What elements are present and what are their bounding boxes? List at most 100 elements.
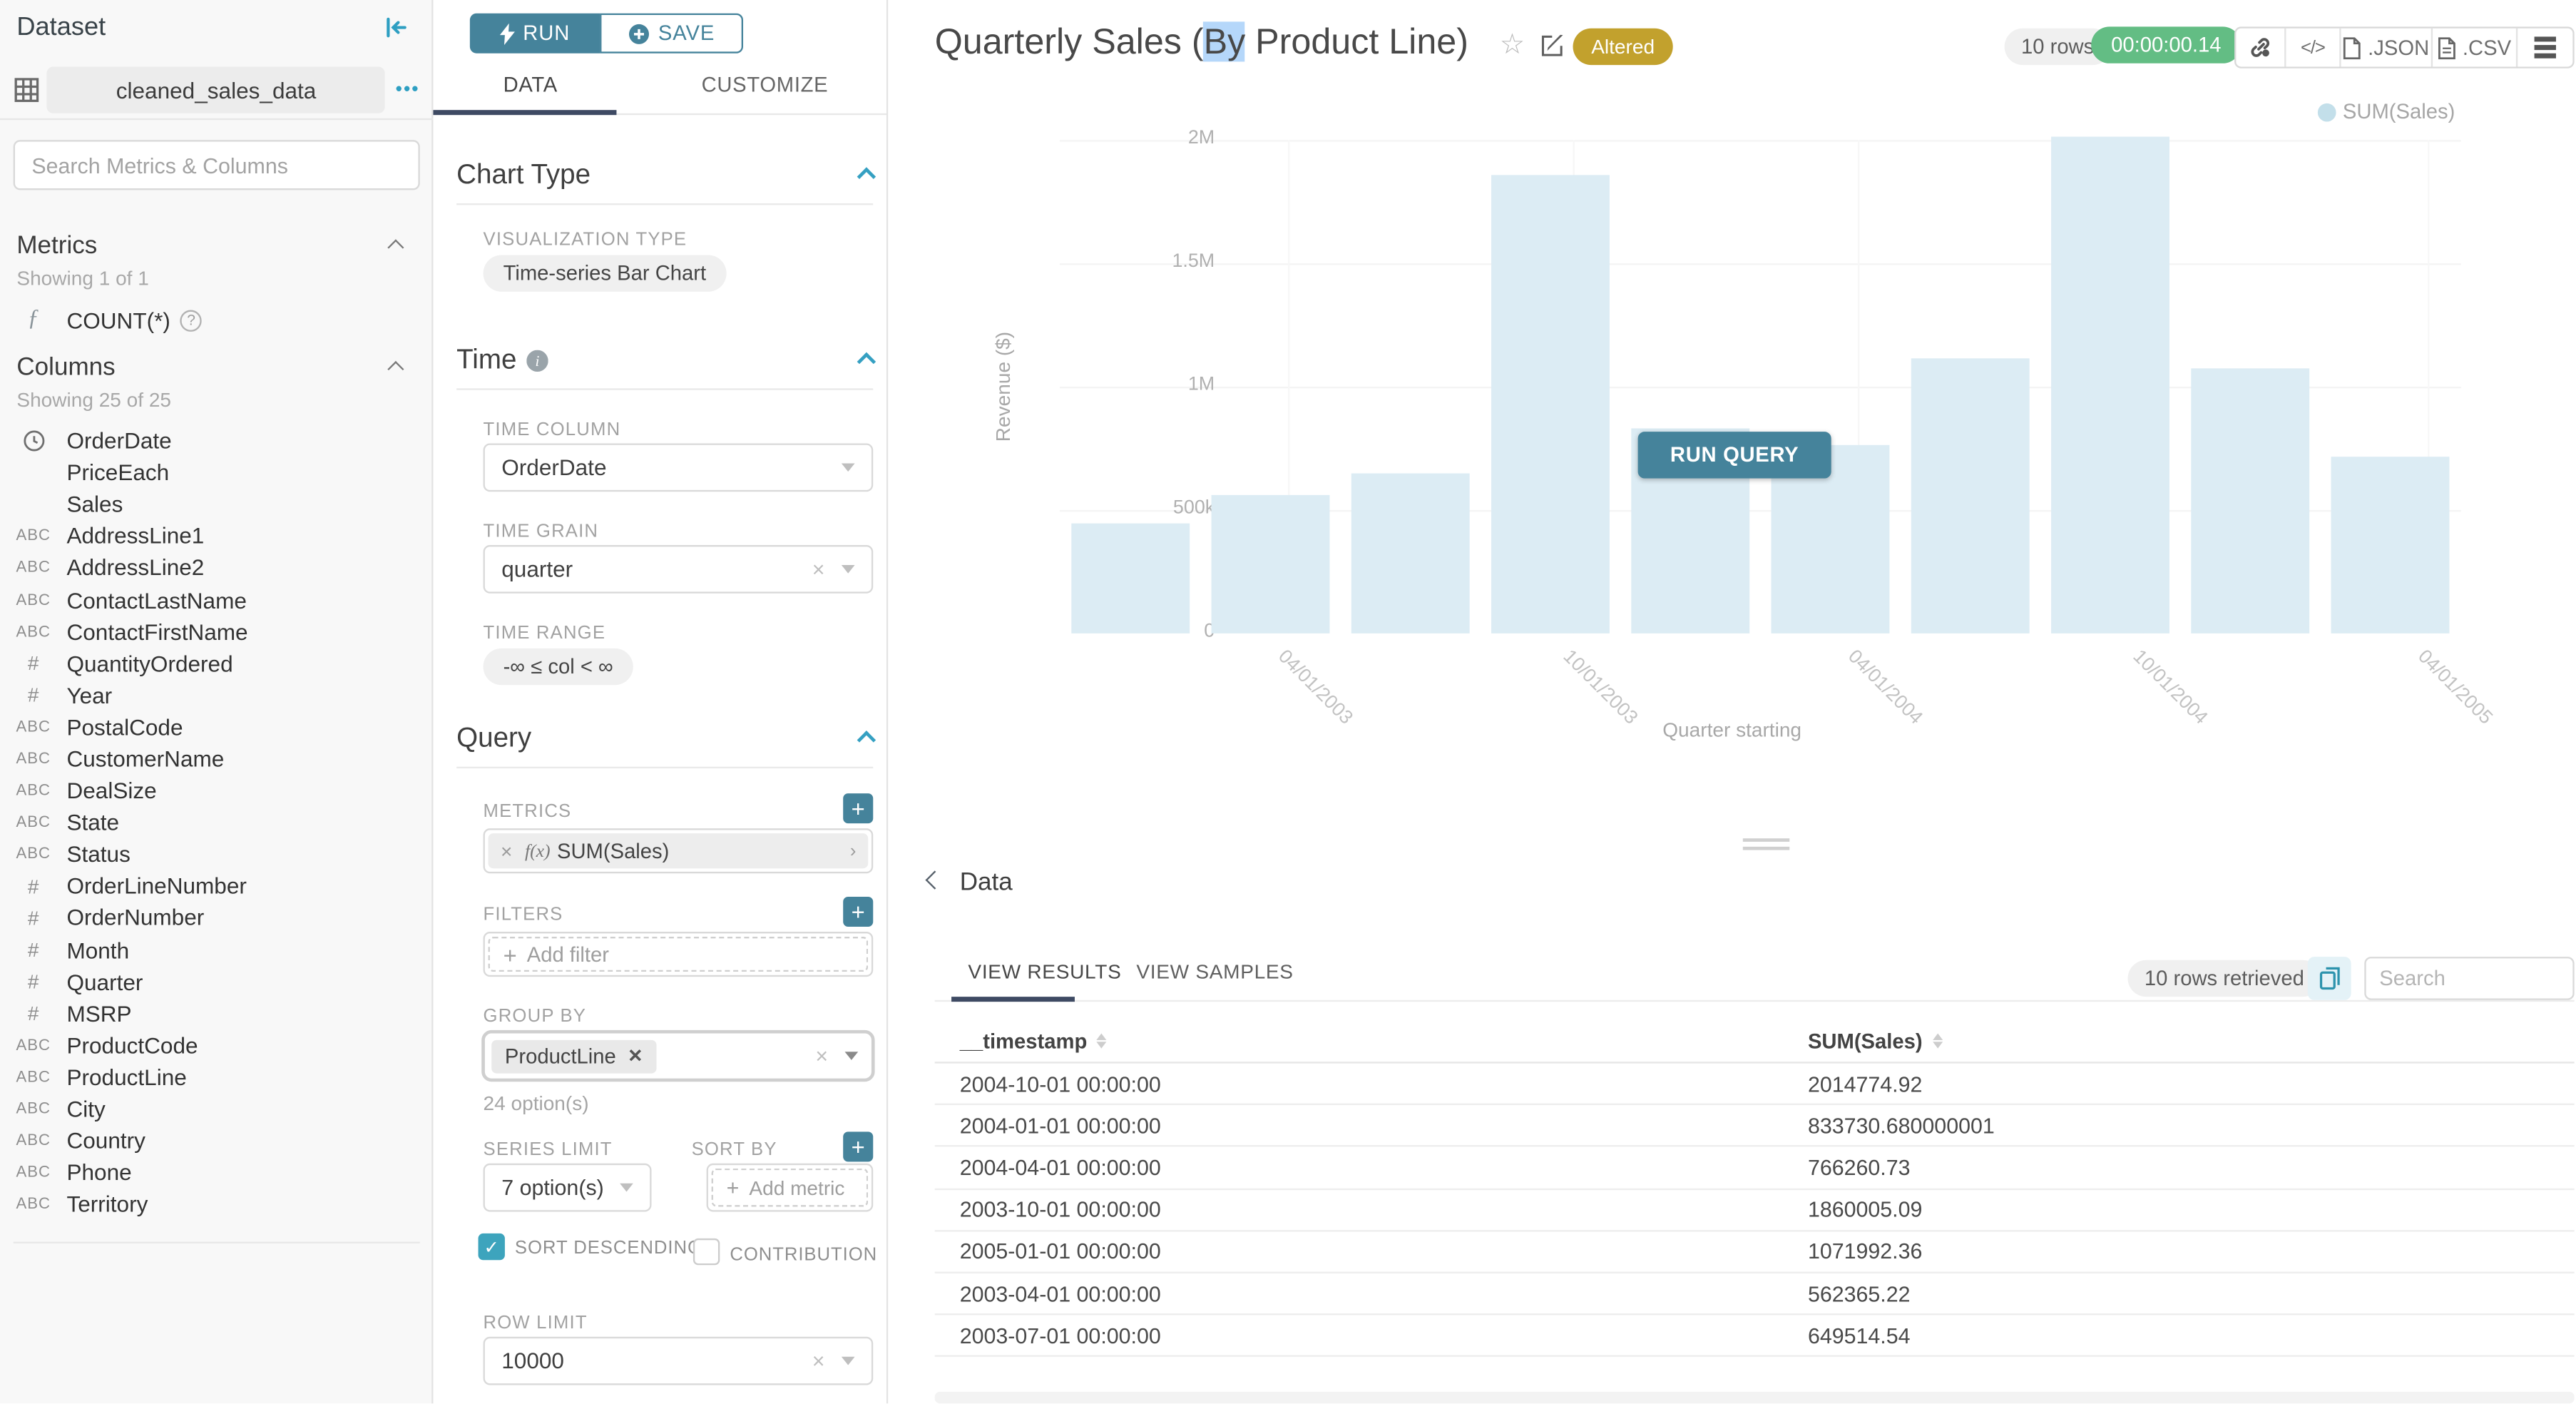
column-list-item[interactable]: # QuantityOrdered: [0, 648, 433, 680]
remove-metric-icon[interactable]: ×: [501, 839, 513, 863]
column-list-item[interactable]: ABC Country: [0, 1125, 433, 1157]
group-by-value-pill[interactable]: ProductLine ✕: [491, 1039, 657, 1073]
column-header-timestamp[interactable]: __timestamp: [935, 1029, 1803, 1052]
column-list-item[interactable]: ABC Phone: [0, 1157, 433, 1189]
bar-chart-plot-area[interactable]: 0 500k 1M 1.5M 2M 04/01/2003 10/01/2003 04/01/2…: [1059, 128, 2495, 728]
search-metrics-columns-input[interactable]: [13, 140, 420, 190]
column-list-item[interactable]: # Quarter: [0, 966, 433, 998]
column-list-item[interactable]: ABC Status: [0, 839, 433, 871]
column-list-item[interactable]: ABC ContactLastName: [0, 584, 433, 616]
filters-control: + Add filter: [483, 932, 874, 977]
row-limit-select[interactable]: 10000 ×: [483, 1336, 874, 1385]
metric-pill[interactable]: × f(x) SUM(Sales) ›: [488, 833, 869, 869]
collapse-panel-icon[interactable]: [383, 15, 408, 40]
sort-descending-checkbox[interactable]: ✓: [478, 1233, 505, 1261]
visualization-type-pill[interactable]: Time-series Bar Chart: [483, 255, 727, 292]
legend-item[interactable]: SUM(Sales): [2317, 100, 2455, 123]
metric-list-item[interactable]: ƒ COUNT(*) ?: [0, 303, 420, 337]
add-filter-dropzone[interactable]: + Add filter: [488, 937, 869, 972]
column-list-item[interactable]: Sales: [0, 489, 433, 521]
column-list-item[interactable]: ABC AddressLine2: [0, 552, 433, 584]
save-button[interactable]: SAVE: [600, 13, 744, 54]
add-filter-button[interactable]: +: [843, 896, 874, 927]
group-by-label: GROUP BY: [483, 1007, 587, 1027]
run-button[interactable]: RUN: [469, 13, 600, 54]
column-label: Territory: [66, 1192, 148, 1218]
column-list-item[interactable]: ABC ContactFirstName: [0, 616, 433, 648]
column-list-item[interactable]: # MSRP: [0, 998, 433, 1030]
column-list-item[interactable]: # Month: [0, 935, 433, 967]
time-grain-select[interactable]: quarter ×: [483, 544, 874, 594]
contribution-checkbox[interactable]: [692, 1238, 720, 1266]
time-range-pill[interactable]: -∞ ≤ col < ∞: [483, 648, 633, 686]
column-list-item[interactable]: # OrderLineNumber: [0, 870, 433, 902]
dataset-more-icon[interactable]: •••: [395, 80, 420, 101]
row-limit-label: ROW LIMIT: [483, 1313, 588, 1334]
table-row: 2004-04-01 00:00:00 766260.73: [934, 1147, 2575, 1190]
column-list-item[interactable]: OrderDate: [0, 425, 433, 457]
add-sort-metric-button[interactable]: +: [843, 1131, 874, 1162]
column-list-item[interactable]: ABC City: [0, 1094, 433, 1126]
tab-view-samples[interactable]: VIEW SAMPLES: [1136, 960, 1294, 984]
columns-collapse-icon[interactable]: [387, 360, 404, 378]
column-list-item[interactable]: ABC CustomerName: [0, 743, 433, 775]
cell-sum-sales: 833730.680000001: [1807, 1113, 1995, 1139]
clear-icon[interactable]: ×: [812, 1348, 825, 1374]
column-label: OrderDate: [66, 428, 172, 454]
view-query-button[interactable]: </>: [2286, 28, 2341, 67]
clear-icon[interactable]: ×: [812, 556, 825, 582]
sort-icon[interactable]: [1097, 1033, 1108, 1049]
numeric-type-icon: #: [27, 906, 39, 930]
help-icon[interactable]: ?: [180, 309, 203, 331]
column-list-item[interactable]: ABC ProductLine: [0, 1062, 433, 1094]
tab-view-results[interactable]: VIEW RESULTS: [968, 960, 1122, 984]
clear-icon[interactable]: ×: [815, 1043, 829, 1069]
time-column-select[interactable]: OrderDate: [483, 443, 874, 492]
column-header-sum-sales[interactable]: SUM(Sales): [1803, 1029, 2575, 1052]
chart-type-collapse-icon[interactable]: [857, 166, 876, 185]
metrics-collapse-icon[interactable]: [387, 239, 404, 256]
column-list-item[interactable]: ABC PostalCode: [0, 711, 433, 743]
column-list-item[interactable]: ABC State: [0, 807, 433, 839]
tab-data[interactable]: DATA: [503, 73, 558, 97]
expand-metric-icon[interactable]: ›: [849, 840, 857, 861]
tab-customize[interactable]: CUSTOMIZE: [701, 73, 829, 97]
cell-timestamp: 2003-07-01 00:00:00: [959, 1323, 1161, 1348]
group-by-select[interactable]: ProductLine ✕ ×: [481, 1029, 875, 1082]
sort-icon[interactable]: [1932, 1033, 1943, 1049]
horizontal-scrollbar[interactable]: [934, 1391, 2575, 1404]
data-section-collapse-icon[interactable]: [925, 870, 944, 890]
column-list-item[interactable]: ABC ProductCode: [0, 1029, 433, 1062]
series-limit-select[interactable]: 7 option(s): [483, 1163, 652, 1212]
favorite-star-icon[interactable]: ☆: [1499, 28, 1525, 61]
chart-title[interactable]: Quarterly Sales (By Product Line): [934, 21, 1468, 62]
add-sort-metric-dropzone[interactable]: + Add metric: [711, 1168, 869, 1207]
run-query-button[interactable]: RUN QUERY: [1637, 432, 1831, 479]
time-collapse-icon[interactable]: [857, 351, 876, 371]
column-list-item[interactable]: ABC DealSize: [0, 775, 433, 807]
dataset-name-pill[interactable]: cleaned_sales_data: [46, 66, 386, 113]
sort-by-label: SORT BY: [691, 1140, 777, 1161]
column-list-item[interactable]: ABC AddressLine1: [0, 521, 433, 553]
add-metric-button[interactable]: +: [843, 793, 874, 824]
remove-icon[interactable]: ✕: [628, 1047, 643, 1067]
share-link-button[interactable]: [2236, 28, 2286, 67]
altered-badge[interactable]: Altered: [1573, 28, 1673, 66]
edit-properties-icon[interactable]: [1540, 31, 1566, 58]
column-list-item[interactable]: # OrderNumber: [0, 902, 433, 935]
column-list-item[interactable]: # Year: [0, 680, 433, 712]
menu-button[interactable]: [2518, 29, 2572, 67]
cell-sum-sales: 766260.73: [1807, 1155, 1911, 1181]
export-csv-button[interactable]: .CSV: [2433, 28, 2518, 67]
table-row: 2004-01-01 00:00:00 833730.680000001: [934, 1105, 2575, 1148]
column-list-item[interactable]: PriceEach: [0, 457, 433, 489]
results-search-input[interactable]: [2364, 957, 2575, 1000]
column-label: Phone: [66, 1160, 132, 1186]
panel-resize-handle[interactable]: [1742, 838, 1790, 855]
copy-data-button[interactable]: [2307, 957, 2351, 1000]
column-label: Status: [66, 842, 131, 868]
export-json-button[interactable]: .JSON: [2341, 28, 2433, 67]
lightning-icon: [499, 22, 515, 44]
query-collapse-icon[interactable]: [857, 729, 876, 749]
column-list-item[interactable]: ABC Territory: [0, 1189, 433, 1221]
